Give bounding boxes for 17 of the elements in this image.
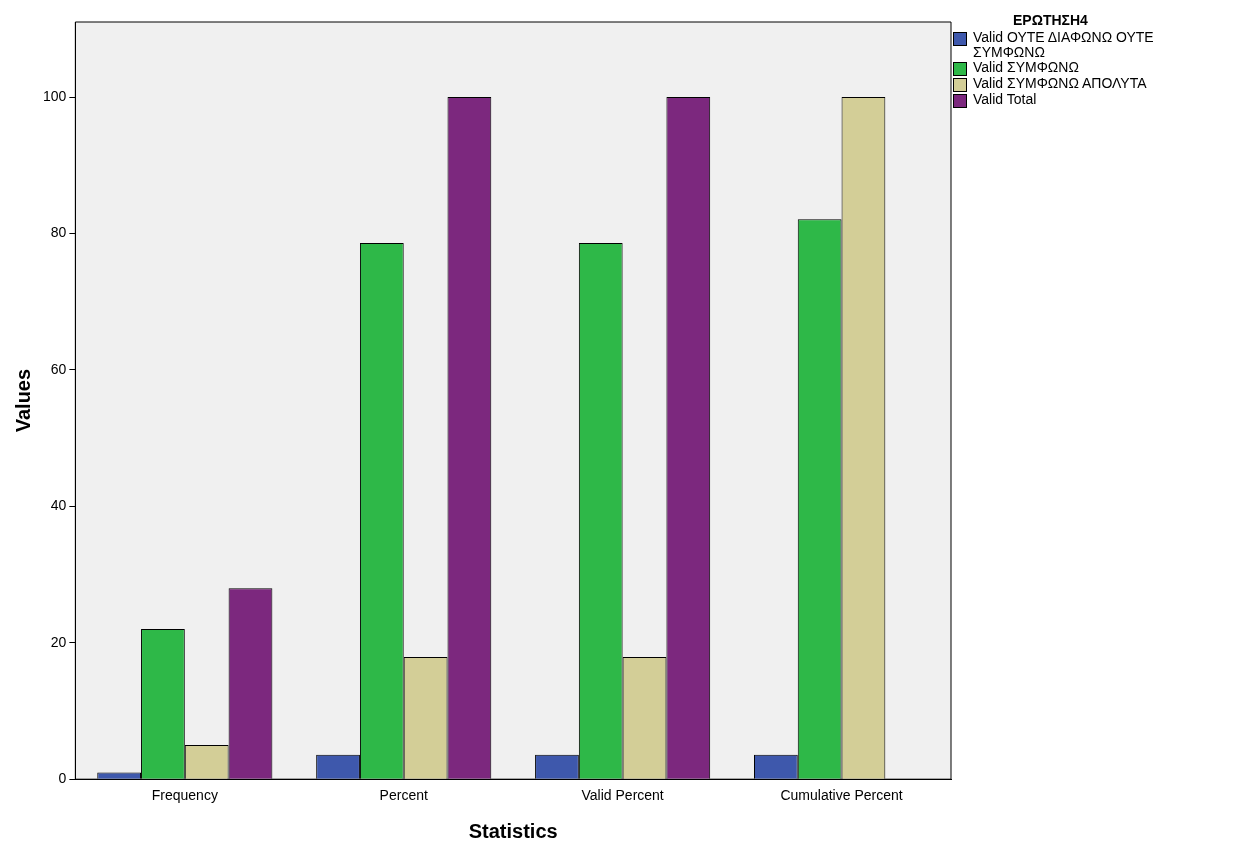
- y-tick-label: 0: [58, 770, 67, 787]
- y-axis-title: Values: [11, 368, 34, 433]
- y-tick-label: 100: [43, 87, 67, 104]
- legend-label: Valid ΣΥΜΦΩΝΩ ΑΠΟΛΥΤΑ: [973, 75, 1148, 91]
- legend-label: Valid ΣΥΜΦΩΝΩ: [973, 59, 1080, 75]
- x-tick-label: Cumulative Percent: [780, 787, 903, 804]
- y-tick-label: 40: [50, 497, 67, 514]
- x-tick-label: Valid Percent: [581, 787, 664, 804]
- x-tick-label: Percent: [379, 787, 428, 804]
- legend-title: ΕΡΩΤΗΣΗ4: [1012, 12, 1089, 28]
- legend-label: Valid ΟΥΤΕ ΔΙΑΦΩΝΩ ΟΥΤΕ ΣΥΜΦΩΝΩ: [973, 29, 1155, 60]
- x-axis-title: Statistics: [468, 819, 558, 842]
- y-tick-label: 80: [50, 224, 67, 241]
- y-tick-label: 60: [50, 360, 67, 377]
- y-tick-label: 20: [50, 633, 67, 650]
- x-tick-label: Frequency: [151, 787, 218, 804]
- legend-label: Valid Total: [973, 91, 1038, 107]
